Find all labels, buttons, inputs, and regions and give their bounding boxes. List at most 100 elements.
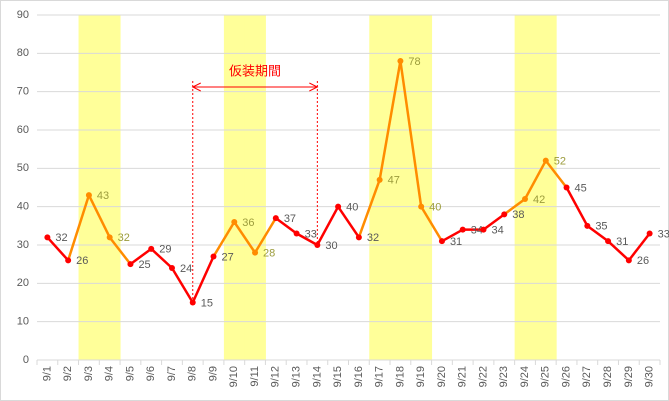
y-tick-label: 60 — [17, 124, 29, 136]
point — [85, 192, 92, 199]
data-label: 35 — [595, 221, 607, 233]
x-tick-label: 9/13 — [290, 366, 302, 387]
highlight-band — [99, 15, 121, 360]
x-tick-label: 9/28 — [602, 366, 614, 387]
point — [231, 219, 238, 225]
data-label: 78 — [408, 56, 420, 68]
data-label: 32 — [118, 232, 130, 244]
y-tick-label: 40 — [17, 201, 29, 213]
line-segment — [233, 221, 257, 254]
point — [168, 265, 175, 271]
point — [210, 253, 217, 260]
y-tick-label: 80 — [17, 47, 29, 59]
x-tick-label: 9/21 — [457, 366, 469, 387]
point — [459, 226, 466, 233]
point — [542, 157, 549, 164]
data-label: 31 — [450, 236, 462, 248]
line-segment — [275, 217, 298, 235]
data-label: 40 — [429, 202, 441, 214]
highlight-band — [514, 15, 536, 360]
point — [584, 222, 591, 229]
data-label: 37 — [284, 213, 296, 225]
data-label: 32 — [55, 232, 67, 244]
line-segment — [627, 232, 651, 262]
data-label: 25 — [138, 259, 150, 271]
y-tick-label: 20 — [17, 277, 29, 289]
point — [127, 261, 134, 268]
x-tick-label: 9/1 — [41, 366, 53, 381]
y-tick-label: 0 — [23, 354, 29, 366]
point — [563, 184, 570, 191]
highlight-band — [410, 15, 433, 360]
x-tick-label: 9/7 — [166, 366, 178, 381]
y-tick-label: 50 — [17, 162, 29, 174]
point — [293, 230, 300, 237]
highlight-band — [223, 15, 246, 360]
data-label: 43 — [97, 190, 109, 202]
x-tick-label: 9/29 — [623, 366, 635, 387]
data-label: 30 — [325, 240, 337, 252]
data-label: 15 — [201, 297, 213, 309]
line-segment — [253, 217, 277, 254]
y-tick-label: 90 — [17, 9, 29, 21]
line-segment — [129, 247, 152, 266]
x-tick-label: 9/10 — [228, 366, 240, 387]
data-label: 34 — [471, 225, 483, 237]
x-tick-label: 9/23 — [498, 366, 510, 387]
arrow-head — [191, 82, 201, 92]
x-tick-label: 9/18 — [394, 366, 406, 387]
line-segment — [337, 205, 360, 239]
x-tick-label: 9/25 — [540, 366, 552, 387]
x-tick-label: 9/12 — [270, 366, 282, 387]
point — [397, 58, 404, 64]
point — [376, 176, 383, 183]
line-segment — [586, 224, 609, 243]
data-label: 33 — [658, 228, 669, 240]
highlight-band — [78, 15, 100, 360]
data-label: 52 — [554, 156, 566, 168]
point — [418, 203, 425, 210]
x-tick-label: 9/15 — [332, 366, 344, 387]
data-label: 45 — [575, 182, 587, 194]
data-label: 26 — [637, 255, 649, 267]
highlight-band — [369, 15, 391, 360]
line-segment — [212, 221, 236, 258]
point — [314, 242, 321, 248]
x-tick-label: 9/9 — [207, 366, 219, 381]
arrow-head — [309, 82, 319, 92]
point — [646, 230, 653, 237]
x-tick-label: 9/4 — [104, 366, 116, 381]
x-tick-label: 9/3 — [83, 366, 95, 381]
line-segment — [316, 206, 340, 246]
line-segment — [46, 236, 70, 262]
line-segment — [295, 232, 318, 247]
point — [501, 211, 508, 218]
line-segment — [87, 194, 111, 238]
x-tick-label: 9/8 — [187, 366, 199, 381]
line-segment — [544, 159, 568, 189]
point — [625, 257, 632, 264]
point — [335, 203, 342, 210]
x-tick-label: 9/19 — [415, 366, 427, 387]
x-tick-label: 9/16 — [353, 366, 365, 387]
data-label: 47 — [388, 175, 400, 187]
point — [148, 245, 155, 252]
x-tick-label: 9/2 — [62, 366, 74, 381]
data-label: 24 — [180, 263, 192, 275]
point — [355, 234, 362, 241]
x-tick-label: 9/26 — [560, 366, 572, 387]
line-segment — [607, 240, 630, 262]
line-segment — [108, 236, 132, 265]
x-tick-label: 9/6 — [145, 366, 157, 381]
x-tick-label: 9/24 — [519, 366, 531, 387]
point — [522, 196, 529, 202]
x-tick-label: 9/20 — [436, 366, 448, 387]
line-segment — [357, 179, 381, 238]
line-segment — [565, 186, 589, 227]
data-label: 34 — [491, 225, 503, 237]
line-segment — [441, 228, 464, 243]
point — [480, 226, 487, 233]
data-label: 33 — [305, 228, 317, 240]
line-segment — [191, 255, 215, 304]
